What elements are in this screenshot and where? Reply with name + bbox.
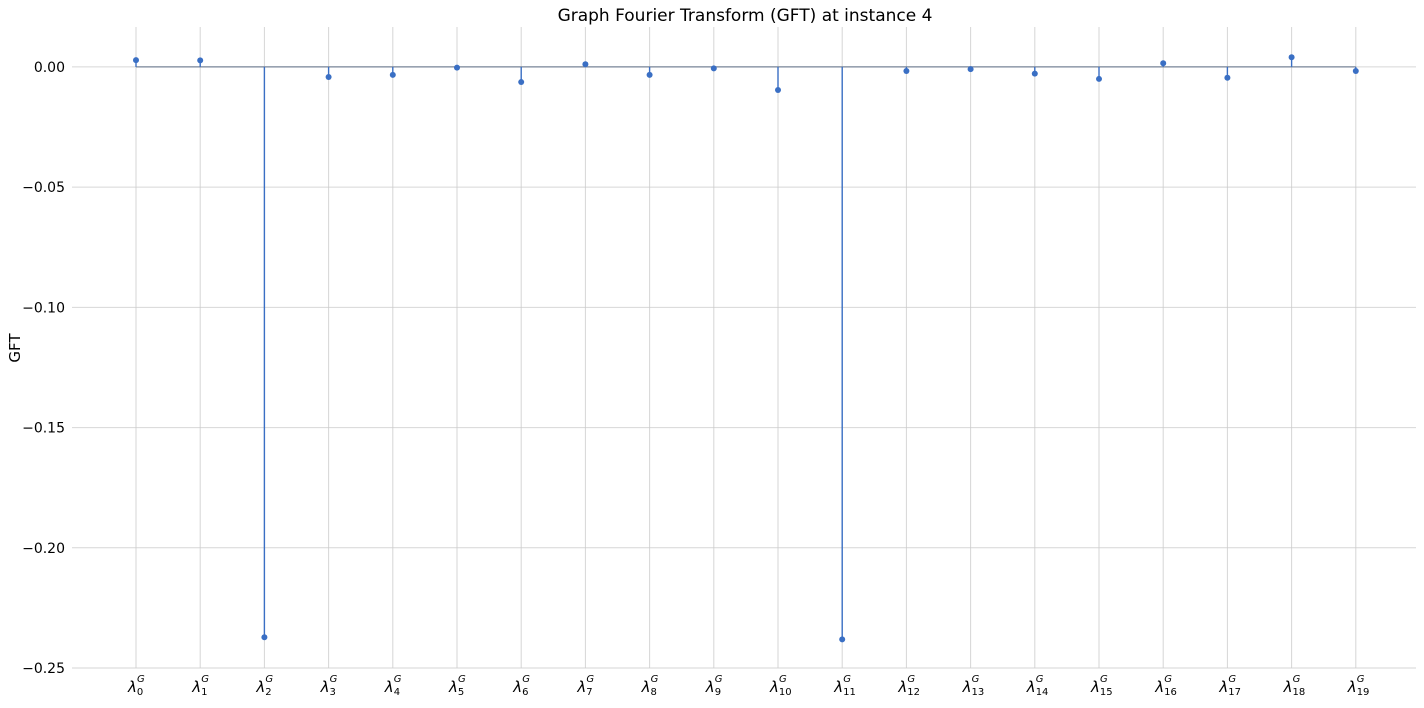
x-tick-label: λ0 xyxy=(127,678,143,698)
x-tick-superscript: G xyxy=(715,674,723,685)
stem-marker xyxy=(389,71,396,78)
y-tick-label: −0.15 xyxy=(22,421,65,437)
stem-marker xyxy=(325,74,332,81)
x-tick-label: λ5 xyxy=(448,678,464,698)
stem-marker xyxy=(454,64,460,71)
x-tick-superscript: G xyxy=(458,674,466,685)
x-tick-label: λ10 xyxy=(769,678,792,698)
stem-layer xyxy=(133,54,1359,643)
chart-title: Graph Fourier Transform (GFT) at instanc… xyxy=(558,6,933,26)
x-tick-label: λ16 xyxy=(1154,678,1177,698)
x-tick-label: λ17 xyxy=(1218,678,1241,698)
stem-marker xyxy=(903,67,910,74)
y-tick-label: −0.25 xyxy=(22,661,65,677)
y-tick-label: 0.00 xyxy=(34,60,65,76)
x-tick-label: λ8 xyxy=(641,678,657,698)
x-tick-superscript: G xyxy=(843,674,851,685)
x-tick-label: λ4 xyxy=(384,678,400,698)
x-tick-label: λ12 xyxy=(897,678,920,698)
x-tick-label: λ6 xyxy=(512,678,528,698)
stem-marker xyxy=(261,634,268,641)
x-tick-superscript: G xyxy=(1228,674,1236,685)
stem-marker xyxy=(518,79,525,86)
x-tick-label: λ13 xyxy=(962,678,985,698)
stem-marker xyxy=(839,636,846,643)
stem-marker xyxy=(1288,54,1295,61)
x-tick-superscript: G xyxy=(137,674,145,685)
x-tick-label: λ2 xyxy=(255,678,271,698)
x-tick-label: λ9 xyxy=(705,678,721,698)
stem-marker xyxy=(1224,74,1231,81)
y-tick-label: −0.05 xyxy=(22,180,65,196)
x-tick-superscript: G xyxy=(394,674,402,685)
x-tick-superscript: G xyxy=(1357,674,1365,685)
x-tick-superscript: G xyxy=(330,674,338,685)
stem-marker xyxy=(1160,60,1167,67)
x-tick-superscript: G xyxy=(651,674,659,685)
stem-marker xyxy=(582,61,589,68)
x-tick-superscript: G xyxy=(907,674,915,685)
x-tick-label: λ11 xyxy=(833,678,856,698)
stem-marker xyxy=(710,65,717,72)
stem-marker xyxy=(967,66,974,73)
y-tick-label: −0.10 xyxy=(22,300,65,316)
x-tick-label: λ3 xyxy=(320,678,336,698)
x-tick-superscript: G xyxy=(522,674,530,685)
x-tick-superscript: G xyxy=(972,674,980,685)
stem-marker xyxy=(1352,67,1359,74)
stem-marker xyxy=(1096,75,1102,82)
x-tick-label: λ15 xyxy=(1090,678,1113,698)
x-tick-label: λ18 xyxy=(1283,678,1306,698)
stem-marker xyxy=(197,57,204,64)
x-tick-label: λ14 xyxy=(1026,678,1049,698)
x-tick-label: λ19 xyxy=(1347,678,1370,698)
x-tick-superscript: G xyxy=(1036,674,1044,685)
x-tick-label: λ1 xyxy=(191,678,207,698)
stem-marker xyxy=(1031,70,1038,77)
stem-marker xyxy=(646,71,653,78)
x-tick-superscript: G xyxy=(265,674,273,685)
x-tick-label: λ7 xyxy=(576,678,592,698)
x-tick-superscript: G xyxy=(586,674,594,685)
stem-marker xyxy=(775,86,781,93)
x-tick-superscript: G xyxy=(1100,674,1108,685)
y-tick-label: −0.20 xyxy=(22,541,65,557)
x-tick-superscript: G xyxy=(201,674,209,685)
y-axis-label: GFT xyxy=(6,333,24,363)
x-tick-superscript: G xyxy=(1164,674,1172,685)
x-tick-superscript: G xyxy=(1293,674,1301,685)
grid-layer xyxy=(72,27,1416,669)
x-tick-superscript: G xyxy=(779,674,787,685)
stem-marker xyxy=(133,57,139,64)
